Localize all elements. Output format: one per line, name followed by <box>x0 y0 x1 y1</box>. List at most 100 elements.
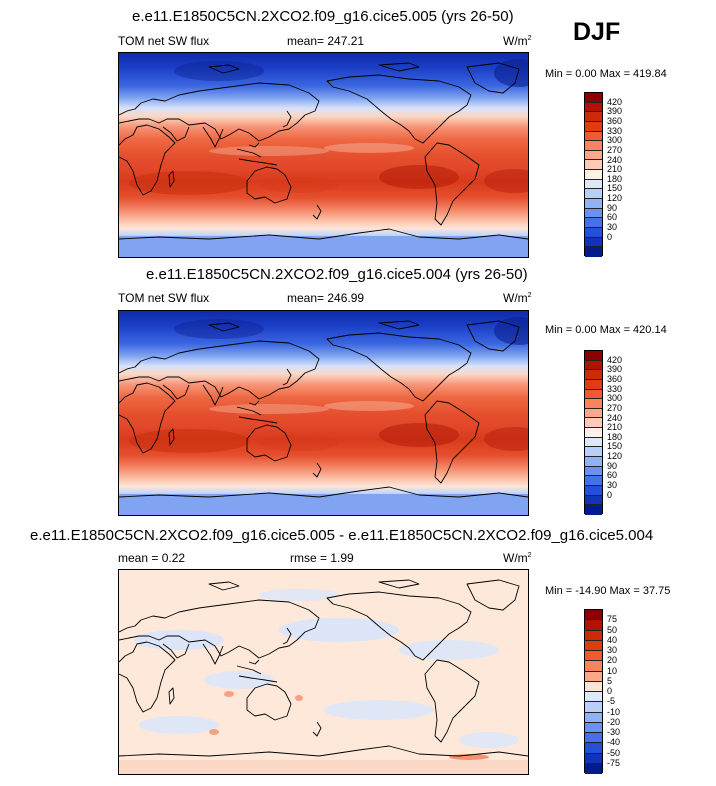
panel1-colorbar <box>584 92 603 257</box>
colorbar-swatch <box>585 437 602 448</box>
colorbar-swatch <box>585 495 602 506</box>
panel1-map <box>118 52 529 258</box>
colorbar-tick-label: 270 <box>607 144 623 155</box>
colorbar-swatch <box>585 399 602 409</box>
panel2-title: e.e11.E1850C5CN.2XCO2.f09_g16.cice5.004 … <box>146 266 528 283</box>
colorbar-swatch <box>585 753 602 764</box>
panel1-variable-label: TOM net SW flux <box>118 34 210 48</box>
colorbar-swatch <box>585 457 602 467</box>
colorbar-tick-label: -10 <box>607 706 621 717</box>
colorbar-swatch <box>585 121 602 132</box>
colorbar-swatch <box>585 505 602 515</box>
colorbar-swatch <box>585 141 602 151</box>
colorbar-tick-label: -40 <box>607 737 621 748</box>
colorbar-tick-label: 30 <box>607 645 618 655</box>
colorbar-swatch <box>585 722 602 733</box>
colorbar-swatch <box>585 418 602 429</box>
colorbar-swatch <box>585 712 602 723</box>
colorbar-swatch <box>585 610 602 621</box>
panel3-map <box>118 569 529 775</box>
panel3-colorbar <box>584 609 603 774</box>
panel2-variable-label: TOM net SW flux <box>118 291 210 305</box>
colorbar-tick-label: 0 <box>607 231 613 242</box>
colorbar-swatch <box>585 379 602 390</box>
colorbar-tick-label: 180 <box>607 173 623 184</box>
panel3-mean-label: mean = 0.22 <box>118 551 186 565</box>
colorbar-tick-label: 360 <box>607 373 623 384</box>
colorbar-swatch <box>585 102 602 113</box>
colorbar-tick-label: 120 <box>607 193 623 204</box>
colorbar-swatch <box>585 370 602 380</box>
colorbar-swatch <box>585 763 602 774</box>
colorbar-tick-label: 120 <box>607 451 623 462</box>
colorbar-tick-label: 30 <box>607 222 618 233</box>
colorbar-tick-label: 10 <box>607 665 618 676</box>
colorbar-swatch <box>585 247 602 257</box>
colorbar-swatch <box>585 208 602 219</box>
colorbar-tick-label: -50 <box>607 747 621 758</box>
colorbar-tick-label: 270 <box>607 402 623 413</box>
colorbar-tick-label: 240 <box>607 412 623 423</box>
colorbar-swatch <box>585 160 602 171</box>
panel2-units: W/m2 <box>503 291 532 305</box>
colorbar-tick-label: 420 <box>607 96 623 107</box>
colorbar-tick-label: 20 <box>607 655 618 666</box>
panel1-title: e.e11.E1850C5CN.2XCO2.f09_g16.cice5.005 … <box>132 8 514 25</box>
colorbar-tick-label: 330 <box>607 383 623 394</box>
colorbar-tick-label: 300 <box>607 393 623 404</box>
colorbar-swatch <box>585 199 602 209</box>
panel2-map-svg <box>119 311 528 515</box>
colorbar-tick-label: 420 <box>607 354 623 365</box>
colorbar-tick-label: -20 <box>607 716 621 727</box>
colorbar-swatch <box>585 93 602 103</box>
colorbar-swatch <box>585 351 602 361</box>
colorbar-tick-label: 210 <box>607 422 623 433</box>
panel1-units: W/m2 <box>503 34 532 48</box>
colorbar-swatch <box>585 681 602 692</box>
panel3-rmse-label: rmse = 1.99 <box>290 551 354 565</box>
colorbar-swatch <box>585 630 602 641</box>
colorbar-tick-label: 300 <box>607 135 623 146</box>
season-label: DJF <box>573 18 621 46</box>
colorbar-swatch <box>585 702 602 713</box>
colorbar-tick-label: 40 <box>607 634 618 645</box>
colorbar-swatch <box>585 189 602 200</box>
panel1-minmax: Min = 0.00 Max = 419.84 <box>545 68 667 80</box>
colorbar-tick-label: 150 <box>607 441 623 452</box>
colorbar-swatch <box>585 179 602 190</box>
colorbar-swatch <box>585 743 602 754</box>
colorbar-swatch <box>585 408 602 419</box>
colorbar-tick-label: 5 <box>607 675 613 686</box>
colorbar-swatch <box>585 150 602 161</box>
colorbar-swatch <box>585 131 602 142</box>
colorbar-tick-label: 75 <box>607 614 618 625</box>
colorbar-swatch <box>585 651 602 662</box>
colorbar-tick-label: 60 <box>607 470 618 481</box>
colorbar-swatch <box>585 360 602 371</box>
colorbar-tick-label: -5 <box>607 696 616 707</box>
colorbar-tick-label: 360 <box>607 115 623 126</box>
colorbar-swatch <box>585 671 602 682</box>
panel3-units: W/m2 <box>503 551 532 565</box>
colorbar-tick-label: 90 <box>607 460 618 471</box>
colorbar-swatch <box>585 733 602 744</box>
panel1-map-svg <box>119 53 528 257</box>
panel2-colorbar <box>584 350 603 515</box>
colorbar-tick-label: 210 <box>607 164 623 175</box>
panel3-map-svg <box>119 570 528 774</box>
colorbar-tick-label: 30 <box>607 480 618 491</box>
colorbar-swatch <box>585 112 602 122</box>
colorbar-swatch <box>585 218 602 228</box>
colorbar-swatch <box>585 485 602 496</box>
colorbar-swatch <box>585 237 602 248</box>
colorbar-swatch <box>585 466 602 477</box>
colorbar-swatch <box>585 640 602 651</box>
colorbar-swatch <box>585 389 602 400</box>
panel3-title: e.e11.E1850C5CN.2XCO2.f09_g16.cice5.005 … <box>30 527 654 544</box>
colorbar-tick-label: 0 <box>607 686 613 696</box>
colorbar-swatch <box>585 620 602 631</box>
colorbar-swatch <box>585 170 602 180</box>
colorbar-tick-label: -75 <box>607 757 621 768</box>
panel2-map <box>118 310 529 516</box>
colorbar-swatch <box>585 428 602 438</box>
